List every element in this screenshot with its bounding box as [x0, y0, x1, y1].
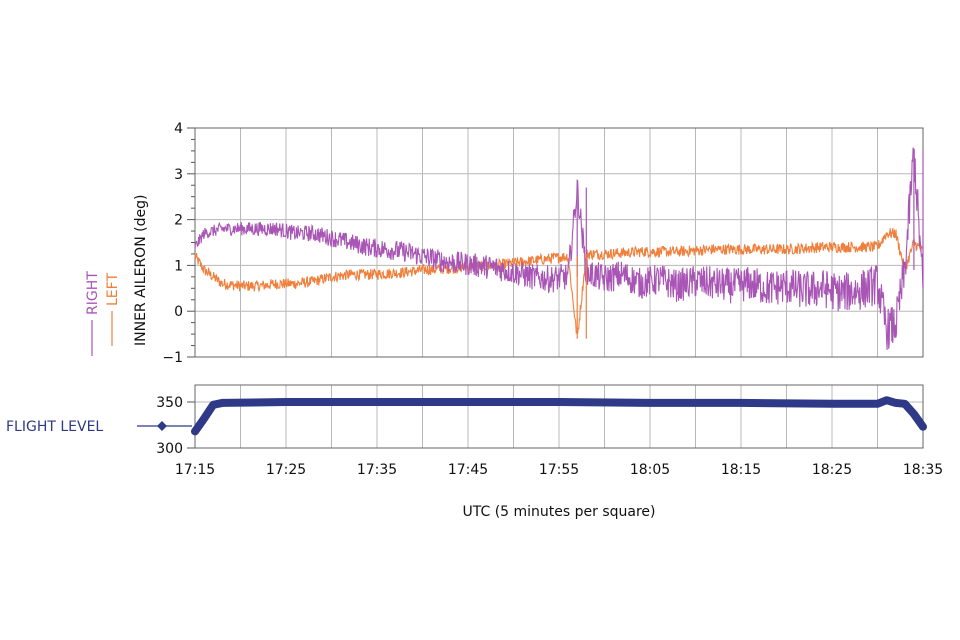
flight-level-grid — [187, 384, 924, 449]
legend-group: RIGHT LEFT INNER AILERON (deg) FLIGHT LEVEL — [6, 195, 192, 435]
x-tick-label: 18:05 — [630, 462, 670, 478]
aileron-y-tick-label: 3 — [174, 167, 183, 183]
x-tick-label: 17:15 — [175, 462, 215, 478]
legend-flight-level-label: FLIGHT LEVEL — [6, 419, 103, 435]
flight-level-series — [191, 396, 927, 436]
aileron-series — [194, 147, 924, 350]
flight-level-plot-frame — [194, 384, 924, 449]
legend-left-label: LEFT — [105, 273, 121, 306]
x-tick-label: 18:35 — [903, 462, 943, 478]
left-aileron-line — [194, 227, 924, 335]
x-tick-label: 18:15 — [721, 462, 761, 478]
flight-level-line — [191, 396, 927, 436]
right-aileron-line — [194, 147, 924, 350]
flight-level-y-tick-label: 300 — [156, 441, 183, 457]
aileron-y-tick-label: 4 — [174, 121, 183, 137]
aileron-y-tick-label: 0 — [174, 304, 183, 320]
x-tick-label: 18:25 — [812, 462, 852, 478]
aileron-y-tick-label: 1 — [174, 258, 183, 274]
x-tick-label: 17:55 — [539, 462, 579, 478]
aileron-y-tick-label: −1 — [162, 350, 183, 366]
x-tick-label: 17:35 — [357, 462, 397, 478]
x-tick-label: 17:45 — [448, 462, 488, 478]
aileron-grid — [187, 127, 924, 358]
x-tick-label: 17:25 — [266, 462, 306, 478]
legend-flight-level-diamond-icon — [157, 421, 167, 431]
aileron-y-axis-title: INNER AILERON (deg) — [133, 195, 149, 346]
aileron-y-tick-label: 2 — [174, 213, 183, 229]
flight-level-y-tick-label: 350 — [156, 395, 183, 411]
x-axis-title: UTC (5 minutes per square) — [462, 504, 655, 520]
legend-right-label: RIGHT — [85, 271, 101, 315]
axis-labels: 4 3 2 1 0 −1 350 300 17:15 17:25 17:35 17:45 17:55 18… — [156, 121, 943, 520]
